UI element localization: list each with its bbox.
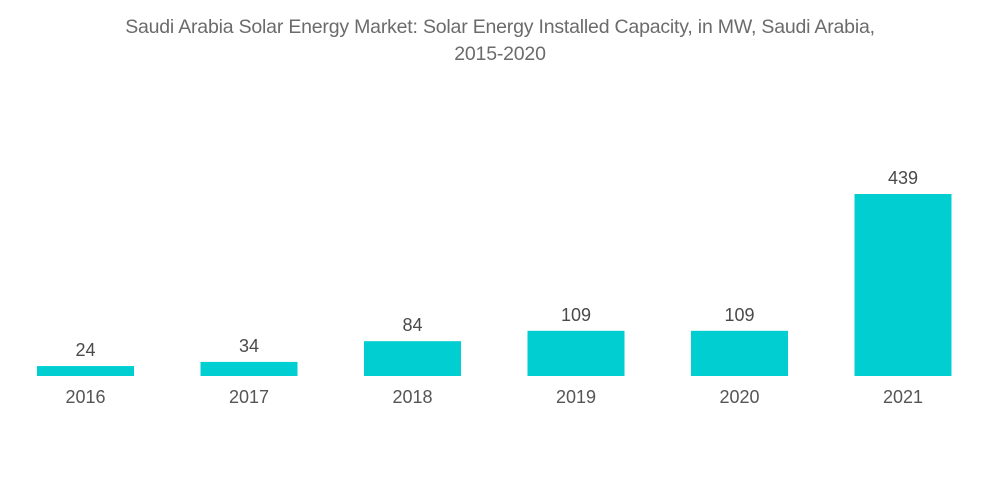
x-tick-label-2017: 2017 (229, 387, 269, 407)
x-tick-label-2019: 2019 (556, 387, 596, 407)
data-label-2021: 439 (888, 168, 918, 188)
chart-title-line-2: 2015-2020 (454, 43, 546, 65)
bar-2019 (527, 330, 625, 376)
data-label-2016: 24 (75, 340, 95, 360)
data-label-2017: 34 (239, 336, 259, 356)
x-tick-label-2016: 2016 (65, 387, 105, 407)
data-label-2020: 109 (724, 305, 754, 325)
bar-2016 (37, 366, 134, 376)
data-label-2018: 84 (402, 315, 422, 335)
data-label-2019: 109 (561, 305, 591, 325)
x-tick-label-2021: 2021 (883, 387, 923, 407)
chart-title: Saudi Arabia Solar Energy Market: Solar … (0, 14, 1000, 68)
x-tick-label-2018: 2018 (392, 387, 432, 407)
x-tick-label-2020: 2020 (719, 387, 759, 407)
bar-2021 (854, 194, 952, 376)
bar-2018 (364, 341, 461, 376)
chart-title-line-1: Saudi Arabia Solar Energy Market: Solar … (125, 16, 875, 38)
bar-2017 (200, 361, 298, 376)
bar-2020 (691, 330, 788, 376)
